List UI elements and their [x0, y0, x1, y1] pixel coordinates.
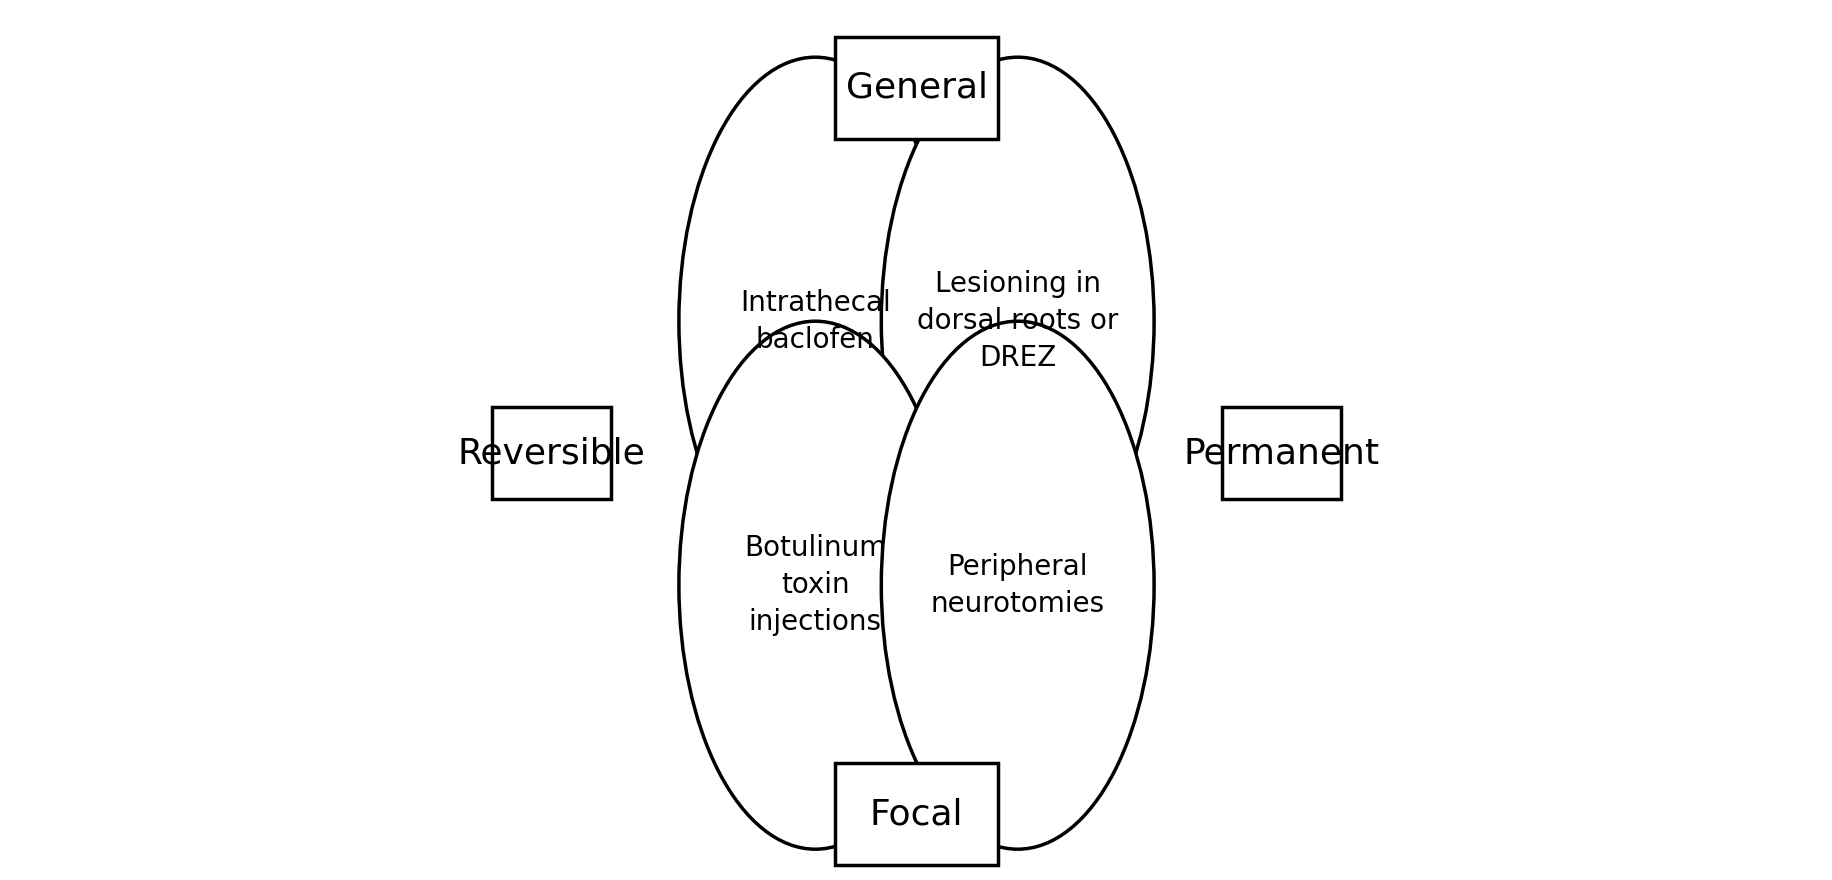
Ellipse shape	[881, 57, 1154, 585]
Bar	[835, 763, 997, 864]
Text: Focal: Focal	[868, 797, 964, 831]
Text: Botulinum
toxin
injections: Botulinum toxin injections	[744, 534, 887, 636]
Text: Lesioning in
dorsal roots or
DREZ: Lesioning in dorsal roots or DREZ	[916, 270, 1118, 372]
Bar	[1222, 407, 1341, 500]
Ellipse shape	[881, 321, 1154, 849]
Text: Peripheral
neurotomies: Peripheral neurotomies	[931, 553, 1105, 618]
Bar	[491, 407, 610, 500]
Text: Permanent: Permanent	[1183, 436, 1379, 470]
Ellipse shape	[678, 321, 951, 849]
Text: General: General	[845, 71, 987, 105]
Ellipse shape	[678, 57, 951, 585]
Bar	[835, 37, 997, 138]
Text: Intrathecal
baclofen: Intrathecal baclofen	[740, 289, 890, 354]
Text: Reversible: Reversible	[458, 436, 645, 470]
